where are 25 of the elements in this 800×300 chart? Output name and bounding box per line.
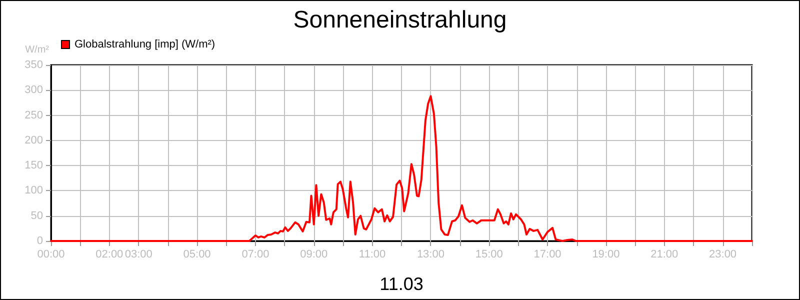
x-tick-label: 23:00 bbox=[709, 248, 737, 260]
chart-title: Sonneneinstrahlung bbox=[293, 6, 507, 34]
y-tick-label: 250 bbox=[24, 109, 43, 122]
y-axis-title: W/m² bbox=[25, 44, 50, 56]
x-tick-label: 13:00 bbox=[416, 248, 444, 260]
y-tick-label: 100 bbox=[24, 184, 43, 197]
x-tick-label: 09:00 bbox=[300, 248, 328, 260]
legend-label: Globalstrahlung [imp] (W/m²) bbox=[74, 38, 216, 50]
x-tick-label: 21:00 bbox=[650, 248, 678, 260]
x-tick-label: 07:00 bbox=[242, 248, 270, 260]
y-tick-label: 50 bbox=[30, 210, 43, 222]
x-tick-label: 15:00 bbox=[475, 248, 503, 260]
x-tick-label: 11:00 bbox=[358, 248, 386, 260]
y-tick-label: 300 bbox=[24, 84, 43, 96]
y-tick-label: 0 bbox=[36, 235, 43, 247]
y-tick-label: 150 bbox=[24, 160, 43, 172]
y-tick-label: 200 bbox=[24, 134, 43, 146]
x-tick-label: 17:00 bbox=[534, 248, 562, 260]
x-tick-label: 03:00 bbox=[124, 248, 152, 260]
y-tick-label: 350 bbox=[24, 59, 43, 71]
x-tick-label: 19:00 bbox=[592, 248, 620, 260]
x-tick-label: 05:00 bbox=[183, 248, 211, 260]
x-tick-label: 00:00 bbox=[37, 248, 65, 260]
x-tick-label: 02:00 bbox=[96, 248, 124, 260]
x-axis-title: 11.03 bbox=[380, 274, 424, 294]
